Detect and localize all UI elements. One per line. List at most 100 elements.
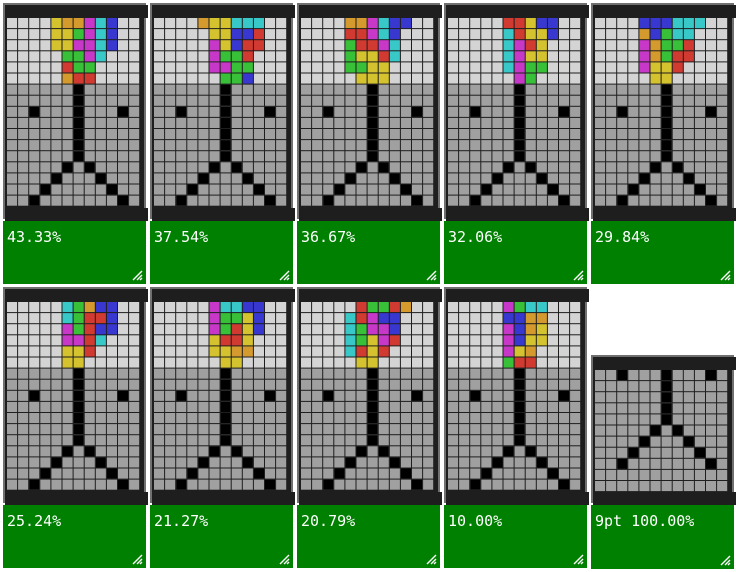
floor-cell [389,379,400,390]
resize-grip-icon[interactable] [573,554,584,565]
resize-grip-icon[interactable] [279,554,290,565]
solution-card[interactable]: 37.54% [150,3,295,284]
floor-cell [165,401,176,412]
floor-cell [312,184,323,195]
floor-cell [367,195,378,206]
floor-cell [378,368,389,379]
solution-card[interactable]: 36.67% [297,3,442,284]
floor-cell [559,151,570,162]
top-strip [299,5,442,18]
wall-cell [345,457,356,468]
solution-card[interactable]: 32.06% [444,3,589,284]
piece-cell [334,18,345,29]
floor-cell [323,435,334,446]
wall-cell [265,106,276,117]
floor-cell [106,140,117,151]
piece-cell [570,335,581,346]
floor-cell [672,392,683,403]
piece-cell [492,357,503,368]
resize-grip-icon[interactable] [426,270,437,281]
floor-cell [209,173,220,184]
piece-cell [242,313,253,324]
floor-cell [345,446,356,457]
floor-cell [165,446,176,457]
wall-cell [367,129,378,140]
floor-cell [18,117,29,128]
wall-cell [514,129,525,140]
floor-cell [106,173,117,184]
wall-cell [51,457,62,468]
floor-cell [683,151,694,162]
floor-cell [18,84,29,95]
piece-cell [661,29,672,40]
piece-cell [389,335,400,346]
resize-grip-icon[interactable] [132,270,143,281]
floor-cell [84,184,95,195]
floor-cell [40,106,51,117]
floor-cell [459,173,470,184]
resize-grip-icon[interactable] [426,554,437,565]
piece-cell [356,335,367,346]
solution-card[interactable]: 10.00% [444,287,589,568]
piece-cell [265,40,276,51]
solution-card[interactable]: 21.27% [150,287,295,568]
floor-cell [231,479,242,490]
floor-cell [51,84,62,95]
floor-cell [231,195,242,206]
floor-cell [118,84,129,95]
floor-cell [672,458,683,469]
floor-cell [231,117,242,128]
piece-cell [389,18,400,29]
floor-cell [129,184,140,195]
solution-card[interactable]: 43.33% [3,3,148,284]
resize-grip-icon[interactable] [132,554,143,565]
piece-cell [323,62,334,73]
floor-cell [220,468,231,479]
resize-grip-icon[interactable] [720,270,731,281]
solution-card[interactable]: 9pt 100.00% [591,355,736,569]
solution-card[interactable]: 25.24% [3,287,148,568]
piece-cell [84,302,95,313]
floor-cell [570,446,581,457]
floor-cell [628,381,639,392]
floor-cell [639,162,650,173]
solution-card[interactable]: 29.84% [591,3,736,284]
floor-cell [389,129,400,140]
wall-cell [220,424,231,435]
piece-cell [525,335,536,346]
piece-cell [29,335,40,346]
floor-cell [154,95,165,106]
floor-cell [481,457,492,468]
top-strip [446,5,589,18]
piece-cell [29,51,40,62]
piece-cell [547,29,558,40]
piece-cell [412,302,423,313]
bottom-strip [446,208,589,221]
floor-cell [312,468,323,479]
floor-cell [448,129,459,140]
wall-cell [514,151,525,162]
floor-cell [570,117,581,128]
wall-cell [73,368,84,379]
floor-cell [323,379,334,390]
piece-cell [51,73,62,84]
piece-cell [706,29,717,40]
floor-cell [683,162,694,173]
wall-cell [706,106,717,117]
piece-cell [73,40,84,51]
piece-cell [536,335,547,346]
piece-cell [209,335,220,346]
wall-cell [661,151,672,162]
resize-grip-icon[interactable] [279,270,290,281]
floor-cell [412,95,423,106]
floor-cell [412,129,423,140]
resize-grip-icon[interactable] [720,555,731,566]
floor-cell [639,469,650,480]
piece-cell [492,51,503,62]
solution-card[interactable]: 20.79% [297,287,442,568]
floor-cell [209,479,220,490]
piece-cell [106,62,117,73]
piece-cell [187,73,198,84]
piece-cell [276,324,287,335]
resize-grip-icon[interactable] [573,270,584,281]
